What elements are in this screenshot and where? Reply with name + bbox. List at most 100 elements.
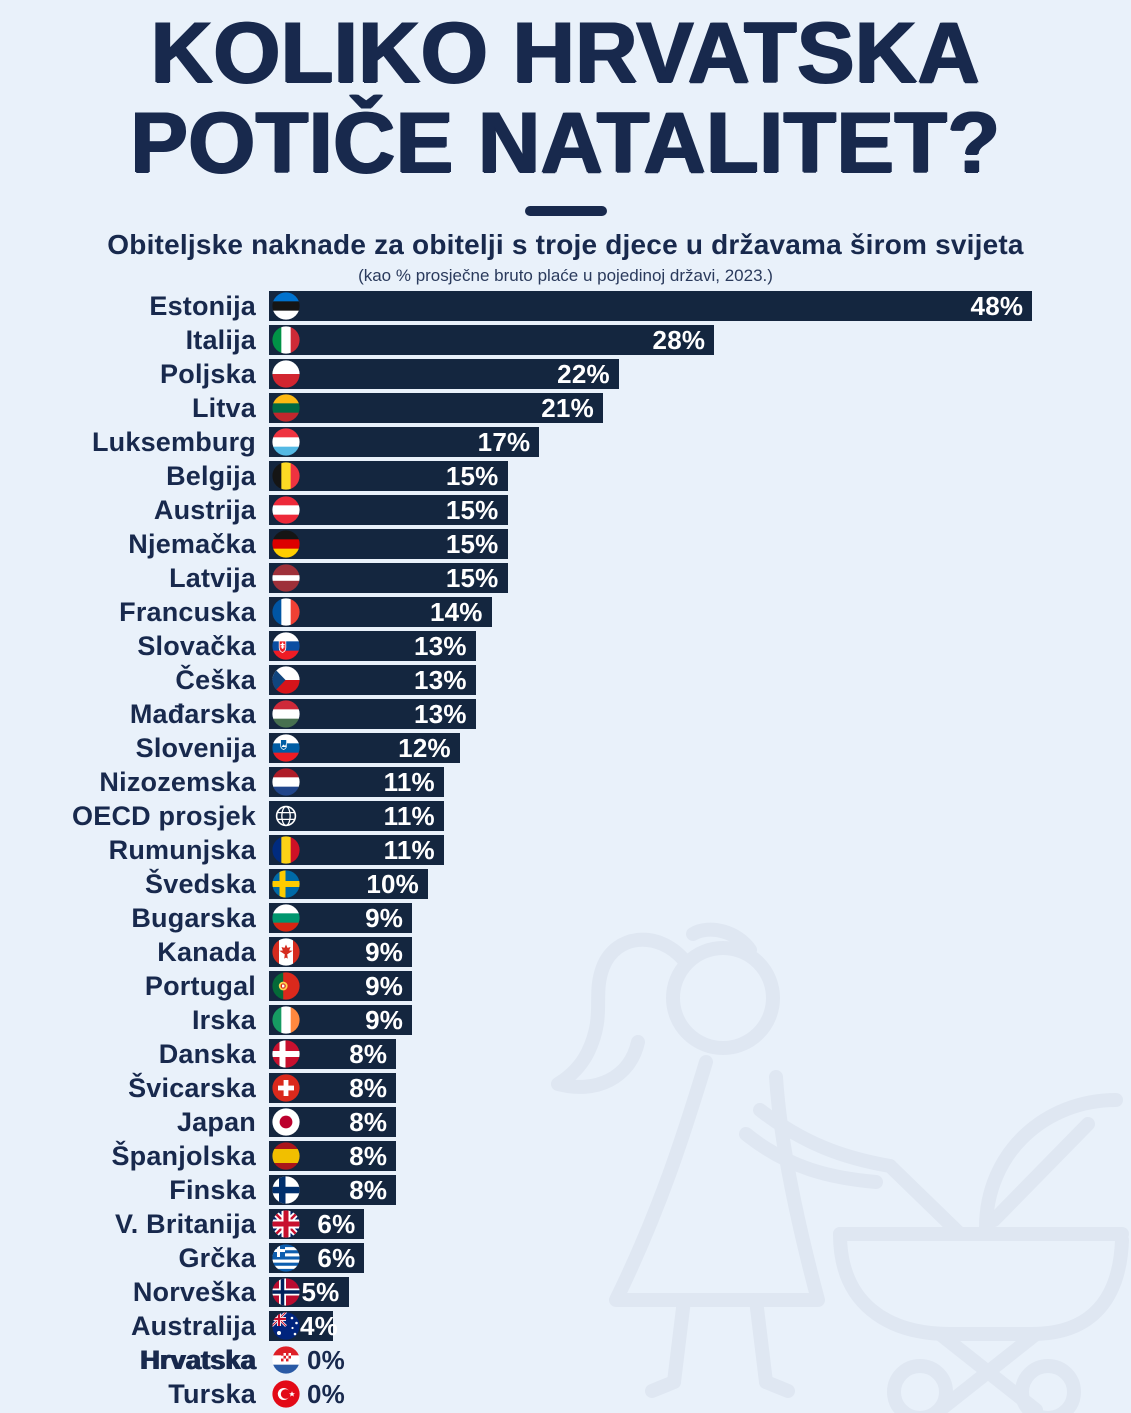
flag-switzerland-icon: [272, 1074, 300, 1102]
bar-area: 12%: [269, 733, 1131, 763]
flag-germany-icon: [272, 530, 300, 558]
flag-lithuania-icon: [272, 394, 300, 422]
chart-note: (kao % prosječne bruto plaće u pojedinoj…: [358, 265, 773, 285]
chart-row: Rumunjska 11%: [0, 833, 1131, 867]
chart-row: Italija 28%: [0, 323, 1131, 357]
country-label: Litva: [191, 392, 256, 423]
bar-area: 4%: [269, 1311, 1131, 1341]
bar-value: 8%: [349, 1140, 388, 1171]
bar-value: 4%: [300, 1310, 338, 1341]
bar-area: 9%: [269, 1005, 1131, 1035]
country-label: V. Britanija: [115, 1208, 256, 1239]
chart-row: Slovenija 12%: [0, 731, 1131, 765]
flag-turkey-icon: [272, 1380, 300, 1408]
country-label: Poljska: [160, 358, 256, 389]
bar: 9%: [269, 903, 413, 933]
chart-row: Norveška 5%: [0, 1275, 1131, 1309]
bar-area: 14%: [269, 597, 1131, 627]
country-label: Danska: [158, 1038, 256, 1069]
chart-row: Australija 4%: [0, 1309, 1131, 1343]
country-label: Australija: [130, 1310, 256, 1341]
bar-value: 0%: [307, 1378, 345, 1409]
bar: 6%: [269, 1243, 365, 1273]
chart-row: Irska 9%: [0, 1003, 1131, 1037]
bar: 15%: [269, 495, 508, 525]
bar: 13%: [269, 699, 476, 729]
flag-uk-icon: [272, 1210, 300, 1238]
chart-row: Kanada 9%: [0, 935, 1131, 969]
title-line-1: KOLIKO HRVATSKA: [150, 5, 981, 101]
country-label: Švedska: [145, 868, 256, 899]
bar-area: 0%: [269, 1379, 1131, 1409]
bar-area: 8%: [269, 1073, 1131, 1103]
bar: 12%: [269, 733, 460, 763]
chart-row: Njemačka 15%: [0, 527, 1131, 561]
bar-area: 9%: [269, 937, 1131, 967]
bar-value: 14%: [429, 596, 483, 627]
country-label: Belgija: [166, 460, 256, 491]
flag-estonia-icon: [272, 292, 300, 320]
country-label: Italija: [185, 324, 256, 355]
bar-value: 8%: [349, 1174, 388, 1205]
bar-value: 15%: [445, 562, 499, 593]
bar-area: 11%: [269, 767, 1131, 797]
bar-value: 15%: [445, 494, 499, 525]
flag-croatia-icon: [272, 1346, 300, 1374]
bar-value: 11%: [383, 766, 435, 797]
chart-row: Finska 8%: [0, 1173, 1131, 1207]
chart-subtitle: Obiteljske naknade za obitelji s troje d…: [107, 228, 1024, 260]
bar-value: 17%: [477, 426, 531, 457]
chart-row: Francuska 14%: [0, 595, 1131, 629]
bar-area: 9%: [269, 903, 1131, 933]
bar-value: 9%: [365, 1004, 404, 1035]
flag-luxembourg-icon: [272, 428, 300, 456]
chart-row: Austrija 15%: [0, 493, 1131, 527]
bar-value: 28%: [652, 324, 706, 355]
bar-area: 13%: [269, 665, 1131, 695]
bar: 9%: [269, 971, 413, 1001]
chart-row: Litva 21%: [0, 391, 1131, 425]
bar: 11%: [269, 835, 444, 865]
flag-france-icon: [272, 598, 300, 626]
bar: 8%: [269, 1140, 397, 1171]
bar-area: 11%: [269, 801, 1131, 831]
country-label: Kanada: [157, 936, 256, 967]
flag-japan-icon: [272, 1108, 300, 1136]
flag-denmark-icon: [272, 1040, 300, 1068]
country-label: Nizozemska: [99, 766, 256, 797]
bar-value: 13%: [414, 630, 467, 661]
chart-row: Latvija 15%: [0, 561, 1131, 595]
country-label: Slovačka: [137, 630, 256, 661]
bar: 11%: [269, 801, 444, 831]
title-line-2: POTIČE NATALITET?: [130, 95, 1001, 192]
chart-row: Slovačka 13%: [0, 629, 1131, 663]
chart-row: V. Britanija 6%: [0, 1207, 1131, 1241]
mother-stroller-watermark-illustration: [551, 922, 1129, 1413]
chart-row: Grčka 6%: [0, 1241, 1131, 1275]
header: KOLIKO HRVATSKA POTIČE NATALITET? Obitelj…: [0, 0, 1131, 286]
country-label: Latvija: [169, 562, 256, 593]
flag-czechia-icon: [272, 666, 300, 694]
flag-bulgaria-icon: [272, 904, 300, 932]
bar-value: 13%: [414, 698, 467, 729]
chart-row: Estonija 48%: [0, 289, 1131, 323]
chart-row: Švedska 10%: [0, 867, 1131, 901]
country-label: Slovenija: [135, 732, 256, 763]
bar-area: 0%: [269, 1345, 1131, 1375]
country-label: Norveška: [132, 1276, 256, 1307]
flag-norway-icon: [272, 1278, 300, 1306]
bar-area: 11%: [269, 835, 1131, 865]
flag-australia-icon: [272, 1312, 300, 1340]
bar: 17%: [269, 426, 540, 457]
bar: 9%: [269, 1004, 413, 1035]
bar-area: 8%: [269, 1039, 1131, 1069]
bar: 28%: [269, 324, 715, 355]
country-label: Rumunjska: [108, 834, 256, 865]
flag-italy-icon: [272, 326, 300, 354]
chart-row: Poljska 22%: [0, 357, 1131, 391]
chart-row: Japan 8%: [0, 1105, 1131, 1139]
chart-row: Nizozemska 11%: [0, 765, 1131, 799]
country-label: Japan: [176, 1106, 256, 1137]
bar-area: 8%: [269, 1107, 1131, 1137]
